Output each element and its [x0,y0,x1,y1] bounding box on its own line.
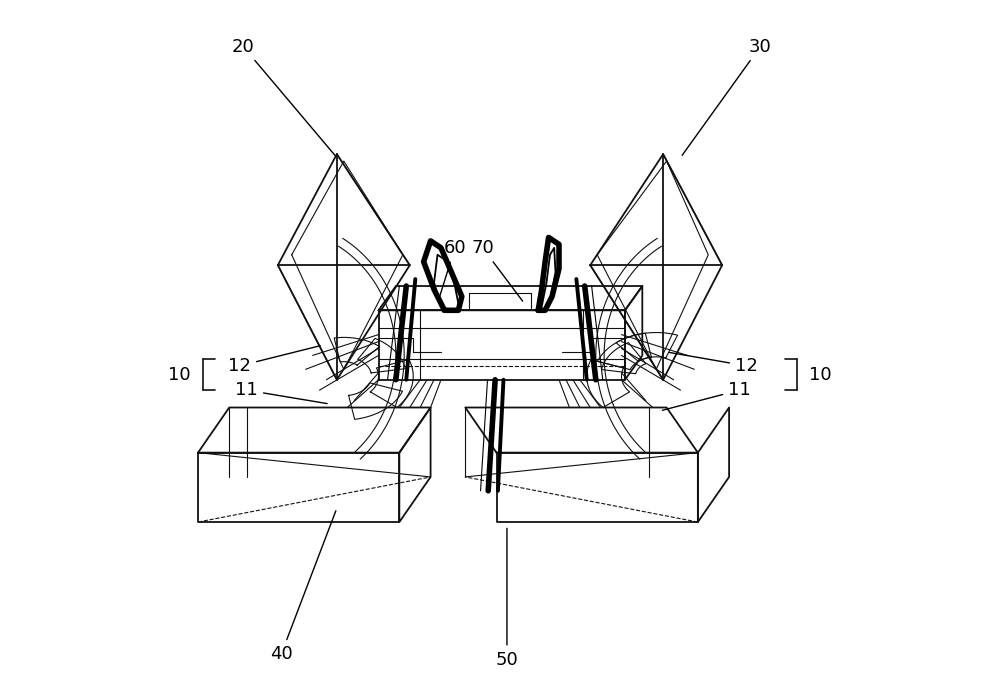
Text: 20: 20 [232,38,335,155]
Text: 12: 12 [669,353,758,375]
Text: 11: 11 [235,381,327,404]
Text: 10: 10 [168,365,191,383]
Text: 70: 70 [471,239,523,301]
Text: 60: 60 [438,239,466,300]
Text: 12: 12 [228,346,320,375]
Text: 11: 11 [662,381,751,411]
Text: 10: 10 [809,365,832,383]
Text: 30: 30 [682,38,772,155]
Text: 40: 40 [270,511,336,663]
Text: 50: 50 [496,528,518,668]
